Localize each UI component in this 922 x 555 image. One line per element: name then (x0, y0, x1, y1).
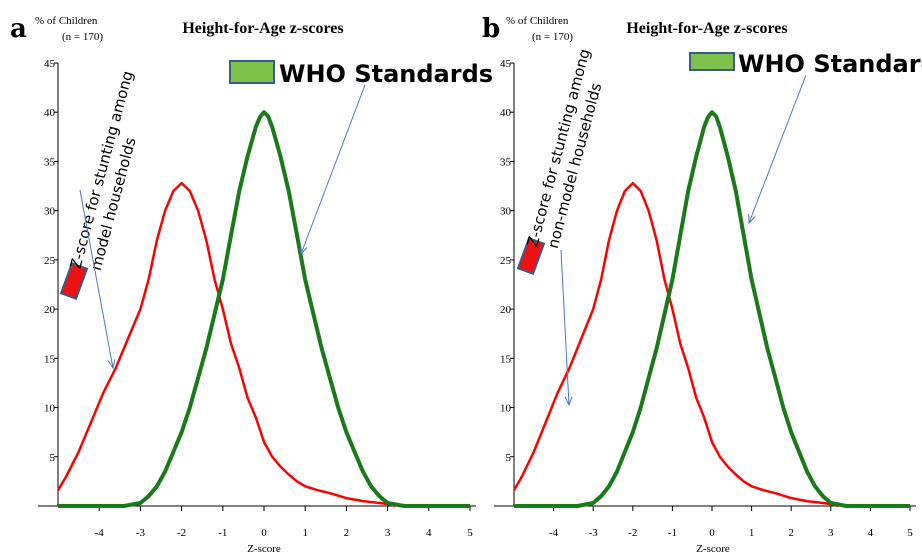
who-arrowhead (300, 244, 308, 256)
who-arrowhead (748, 213, 756, 225)
x-tick-label: 3 (828, 527, 834, 539)
panel-b: b Height-for-Age z-scores % of Children (n … (482, 14, 922, 555)
panel-letter: a (10, 14, 27, 44)
x-tick-label: 1 (302, 527, 308, 539)
x-tick-label: 0 (261, 527, 267, 539)
x-tick-label: 0 (709, 527, 715, 539)
y-tick-label: 10 (44, 403, 56, 415)
who-standard-curve (58, 110, 470, 508)
x-tick-label: -2 (177, 527, 186, 539)
y-tick-label: 40 (44, 107, 56, 119)
y-tick-label: 20 (44, 304, 56, 316)
y-tick-label: 35 (44, 156, 56, 168)
who-legend-swatch (689, 52, 735, 71)
y-tick-label: 40 (500, 107, 512, 119)
who-legend-label: WHO Standards (279, 60, 493, 88)
stunting-curve (512, 181, 840, 508)
y-tick-label: 15 (500, 353, 512, 365)
stunting-legend-swatch (516, 236, 546, 276)
x-tick-label: 5 (467, 527, 473, 539)
y-tick-label: 10 (500, 403, 512, 415)
who-legend-swatch (229, 60, 275, 84)
y-tick-label: 25 (44, 255, 56, 267)
x-tick-label: -4 (549, 527, 559, 539)
x-tick-label: 3 (385, 527, 391, 539)
x-tick-label: -1 (218, 527, 227, 539)
stunting-legend-swatch (59, 261, 89, 301)
y-tick-label: 5 (50, 452, 56, 464)
x-tick-label: 2 (788, 527, 794, 539)
y-tick-label: 35 (500, 156, 512, 168)
y-tick-label: 5 (506, 452, 512, 464)
stunting-arrowhead (107, 359, 116, 370)
panel-letter: b (482, 14, 500, 44)
y-tick-label: 30 (500, 206, 512, 218)
stunting-legend-label: Z-score for stunting amongmodel househol… (66, 69, 156, 276)
x-tick-label: -1 (668, 527, 677, 539)
x-tick-label: 4 (868, 527, 874, 539)
sample-size-label: (n = 170) (62, 31, 103, 43)
stunting-legend-label: Z-score for stunting amongnon-model hous… (523, 47, 613, 254)
who-arrow-line (748, 74, 807, 224)
stunting-arrow-line (79, 189, 114, 369)
x-tick-label: -3 (136, 527, 146, 539)
sample-size-label: (n = 170) (532, 31, 573, 43)
x-axis-label: Z-score (696, 543, 730, 555)
y-tick-label: 15 (44, 353, 56, 365)
who-standard-curve (514, 110, 910, 508)
y-tick-label: 45 (44, 58, 56, 70)
x-axis-label: Z-score (247, 543, 281, 555)
y-tick-label: 20 (500, 304, 512, 316)
who-arrow-line (300, 84, 366, 255)
y-tick-label: 30 (44, 206, 56, 218)
x-tick-label: -2 (628, 527, 637, 539)
chart-title: Height-for-Age z-scores (626, 20, 787, 37)
y-tick-label: 45 (500, 58, 512, 70)
x-tick-label: -4 (95, 527, 105, 539)
stunting-arrowhead (564, 396, 573, 407)
y-axis-label: % of Children (35, 15, 98, 27)
panel-a: a Height-for-Age z-scores % of Children (n … (10, 14, 493, 555)
x-tick-label: -3 (589, 527, 599, 539)
x-tick-label: 5 (907, 527, 913, 539)
chart-title: Height-for-Age z-scores (182, 20, 343, 37)
y-tick-label: 25 (500, 255, 512, 267)
stunting-arrow-line (560, 249, 570, 406)
y-axis-label: % of Children (506, 15, 569, 27)
x-tick-label: 1 (749, 527, 755, 539)
x-tick-label: 4 (426, 527, 432, 539)
stunting-curve (56, 181, 397, 508)
who-legend-label: WHO Standards (738, 50, 922, 78)
x-tick-label: 2 (344, 527, 350, 539)
